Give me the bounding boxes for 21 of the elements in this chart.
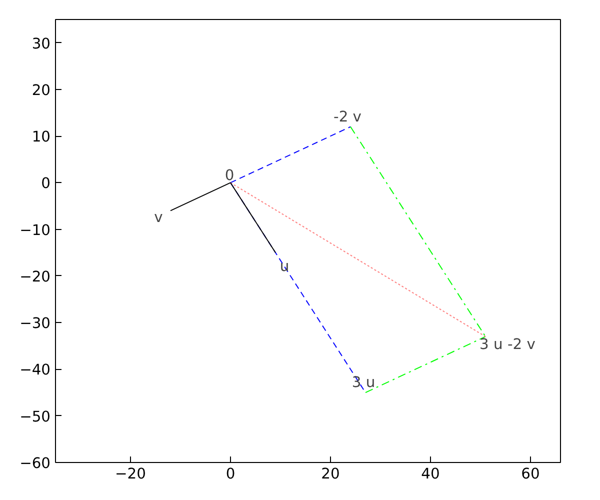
- y-tick-label: −30: [20, 315, 51, 332]
- y-tick-label: 20: [32, 82, 51, 99]
- annotation: -2 v: [334, 108, 362, 126]
- annotation: u: [280, 258, 290, 276]
- y-tick-label: −40: [20, 362, 51, 379]
- y-tick-label: −60: [20, 455, 51, 472]
- annotation: 0: [224, 167, 234, 184]
- x-tick-label: 40: [421, 466, 440, 482]
- y-tick-label: −20: [20, 268, 51, 286]
- y-tick-label: 0: [41, 175, 51, 192]
- x-tick-label: −20: [115, 466, 146, 482]
- y-tick-label: 30: [32, 35, 51, 52]
- annotation: 3 u -2 v: [480, 336, 536, 354]
- x-tick-label: 60: [521, 466, 540, 482]
- x-tick-label: 20: [321, 466, 340, 482]
- annotation: 3 u: [352, 374, 376, 392]
- y-tick-label: −50: [20, 408, 51, 426]
- annotation: v: [154, 209, 164, 226]
- y-tick-label: −10: [20, 222, 51, 239]
- y-tick-label: 10: [32, 128, 51, 146]
- x-tick-label: 0: [226, 466, 236, 482]
